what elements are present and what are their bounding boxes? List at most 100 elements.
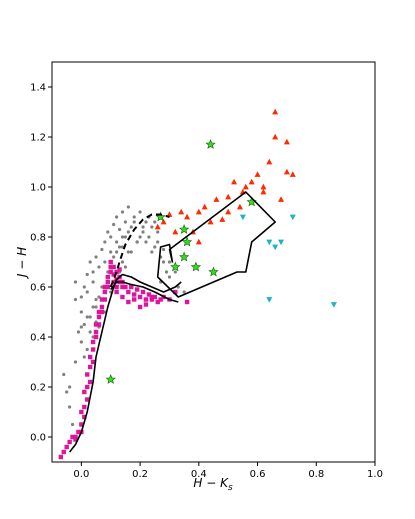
red-triangle-point	[272, 133, 279, 140]
gray-point	[132, 220, 136, 224]
gray-point	[79, 340, 83, 344]
gray-point	[85, 272, 89, 277]
red-triangle-point	[283, 138, 290, 145]
red-triangle-point	[195, 208, 202, 215]
red-triangle-point	[207, 218, 214, 225]
gray-point	[76, 330, 81, 334]
magenta-point	[111, 264, 116, 270]
gray-point	[150, 250, 154, 254]
plot-background	[52, 62, 375, 462]
gray-point	[82, 355, 86, 359]
y-tick-label: 0.6	[30, 283, 46, 294]
magenta-point	[149, 297, 155, 302]
magenta-point	[143, 302, 149, 307]
magenta-point	[85, 384, 90, 390]
gray-point	[65, 390, 69, 394]
magenta-point	[143, 297, 149, 302]
gray-point	[109, 250, 113, 254]
gray-point	[161, 247, 166, 252]
cyan-triangle-point	[278, 239, 285, 246]
gray-point	[126, 250, 130, 254]
magenta-point	[73, 437, 78, 442]
red-triangle-point	[154, 223, 161, 230]
magenta-point	[126, 289, 131, 295]
red-triangle-point	[219, 216, 226, 222]
magenta-point	[70, 434, 75, 440]
magenta-point	[87, 354, 93, 360]
red-triangle-point	[272, 108, 279, 115]
x-tick-label: 0.0	[73, 469, 89, 480]
gray-point	[88, 330, 92, 334]
y-axis-ticks: 0.0 0.2 0.4 0.6 0.8 1.0 1.2 1.4	[30, 83, 52, 444]
magenta-point	[114, 284, 119, 290]
gray-point	[82, 322, 86, 327]
magenta-point	[99, 297, 105, 302]
magenta-point	[58, 454, 64, 460]
gray-point	[117, 227, 122, 232]
gray-point	[68, 385, 72, 389]
magenta-point	[87, 379, 93, 385]
magenta-point	[152, 294, 157, 300]
gray-point	[115, 215, 119, 219]
magenta-point	[93, 334, 99, 340]
magenta-point	[184, 299, 190, 305]
cyan-triangle-point	[239, 214, 246, 221]
magenta-point	[114, 269, 119, 275]
magenta-point	[102, 297, 108, 302]
gray-point	[103, 240, 107, 244]
red-triangle-point	[231, 178, 238, 185]
y-tick-label: 0.0	[30, 433, 46, 444]
y-axis-label: J − H	[15, 247, 29, 279]
x-tick-label: 0.6	[250, 469, 266, 480]
magenta-point	[90, 359, 96, 365]
gray-point	[85, 315, 89, 319]
gray-point	[182, 290, 186, 294]
gray-point	[112, 255, 116, 259]
gray-point	[115, 240, 119, 244]
gray-point	[132, 215, 136, 219]
magenta-point	[85, 372, 90, 377]
magenta-point	[105, 274, 110, 280]
magenta-point	[137, 294, 143, 300]
green-star-point	[181, 236, 193, 247]
magenta-point	[126, 299, 131, 305]
magenta-point	[129, 284, 134, 290]
magenta-point	[105, 284, 110, 290]
gray-point	[97, 265, 101, 269]
y-tick-label: 0.2	[30, 383, 46, 394]
cyan-triangle-point	[289, 214, 296, 221]
magenta-point	[99, 304, 105, 310]
y-tick-label: 0.4	[30, 333, 46, 344]
gray-point	[120, 210, 125, 214]
red-triangle-point	[225, 193, 232, 200]
red-triangle-point	[248, 178, 255, 185]
magenta-point	[96, 309, 102, 315]
magenta-point	[108, 269, 113, 275]
gray-point	[126, 230, 130, 234]
gray-point	[138, 235, 142, 239]
gray-point	[147, 235, 151, 239]
gray-point	[120, 260, 125, 264]
gray-point	[73, 360, 78, 364]
gray-point	[156, 240, 160, 244]
gray-point	[167, 260, 172, 264]
red-triangle-point	[260, 183, 267, 190]
magenta-point	[132, 292, 137, 297]
red-triangle-point	[166, 211, 173, 217]
gray-point	[164, 270, 169, 274]
red-triangle-point	[289, 171, 296, 177]
green-star-point	[190, 261, 202, 272]
red-triangle-point	[254, 171, 261, 177]
red-triangle-point	[278, 196, 285, 202]
magenta-point	[140, 289, 146, 295]
red-triangle-point	[213, 196, 220, 202]
magenta-point	[134, 287, 140, 292]
cyan-triangle-point	[272, 244, 279, 251]
gray-point	[141, 225, 145, 229]
magenta-point	[61, 449, 66, 455]
green-star-point	[208, 266, 219, 277]
locus-polygon	[156, 191, 276, 298]
magenta-point	[64, 444, 69, 450]
gray-point	[117, 245, 122, 249]
gray-point	[173, 270, 177, 274]
